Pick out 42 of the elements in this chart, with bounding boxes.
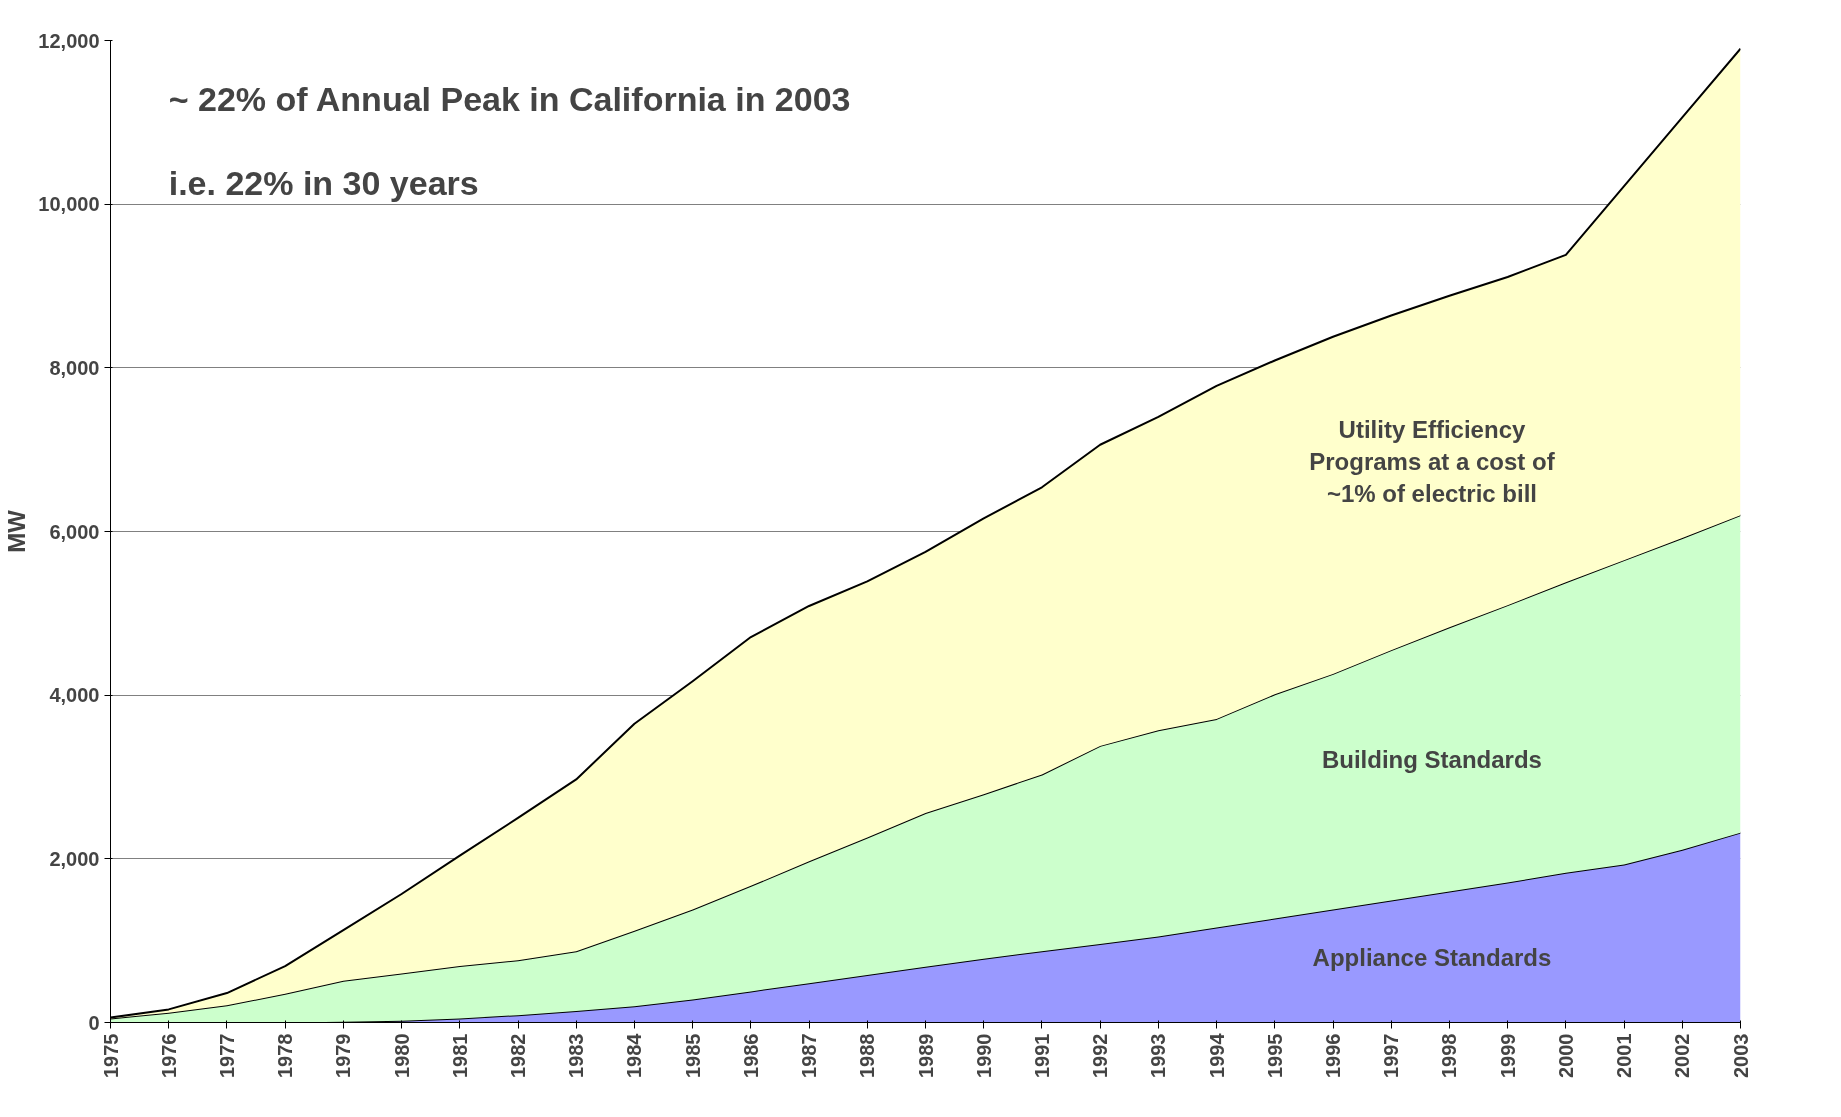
x-tick-label: 1998: [1438, 1033, 1461, 1078]
x-tick-label: 1993: [1147, 1033, 1170, 1078]
x-tick-label: 1975: [99, 1033, 122, 1078]
x-tick-label: 1983: [565, 1033, 588, 1078]
x-tick-label: 1996: [1322, 1033, 1344, 1078]
series-label: Building Standards: [1321, 745, 1542, 773]
x-tick-label: 1999: [1496, 1033, 1519, 1078]
annotation: i.e. 22% in 30 years: [168, 163, 479, 202]
x-tick-label: 1985: [681, 1033, 704, 1078]
x-tick-label: 1990: [972, 1033, 995, 1078]
x-tick-label: 1995: [1263, 1033, 1286, 1078]
x-tick-label: 2001: [1613, 1033, 1636, 1078]
x-tick-label: 1976: [157, 1033, 180, 1078]
y-tick-label: 10,000: [38, 193, 100, 216]
y-tick-label: 0: [88, 1011, 100, 1034]
x-tick-label: 1986: [739, 1033, 762, 1078]
x-tick-label: 1994: [1205, 1032, 1228, 1078]
x-tick-label: 1987: [798, 1033, 821, 1078]
y-axis-title: MW: [3, 509, 31, 553]
x-tick-label: 1997: [1380, 1033, 1403, 1078]
x-tick-label: 1981: [448, 1033, 471, 1078]
x-tick-label: 1979: [332, 1033, 355, 1078]
x-tick-label: 2003: [1729, 1033, 1752, 1078]
y-tick-label: 2,000: [49, 847, 100, 870]
x-tick-label: 1989: [914, 1033, 937, 1078]
x-tick-label: 1988: [856, 1033, 879, 1078]
y-tick-label: 6,000: [49, 520, 100, 543]
x-tick-label: 1991: [1030, 1033, 1053, 1078]
x-tick-label: 1984: [623, 1032, 646, 1078]
y-tick-label: 12,000: [38, 29, 100, 52]
y-tick-label: 4,000: [49, 684, 100, 707]
x-tick-label: 1978: [274, 1033, 297, 1078]
series-label: Appliance Standards: [1312, 943, 1552, 971]
x-tick-label: 1992: [1089, 1033, 1112, 1078]
x-tick-label: 2002: [1671, 1033, 1694, 1078]
annotation: ~ 22% of Annual Peak in California in 2003: [168, 80, 851, 119]
y-tick-label: 8,000: [49, 356, 100, 379]
series-label: Utility Efficiency Programs at a cost of ~1% of electric bill: [1309, 415, 1556, 508]
x-tick-label: 1982: [507, 1033, 529, 1078]
x-tick-label: 1977: [215, 1033, 238, 1078]
x-tick-label: 1980: [390, 1033, 413, 1078]
x-tick-label: 2000: [1554, 1033, 1577, 1078]
